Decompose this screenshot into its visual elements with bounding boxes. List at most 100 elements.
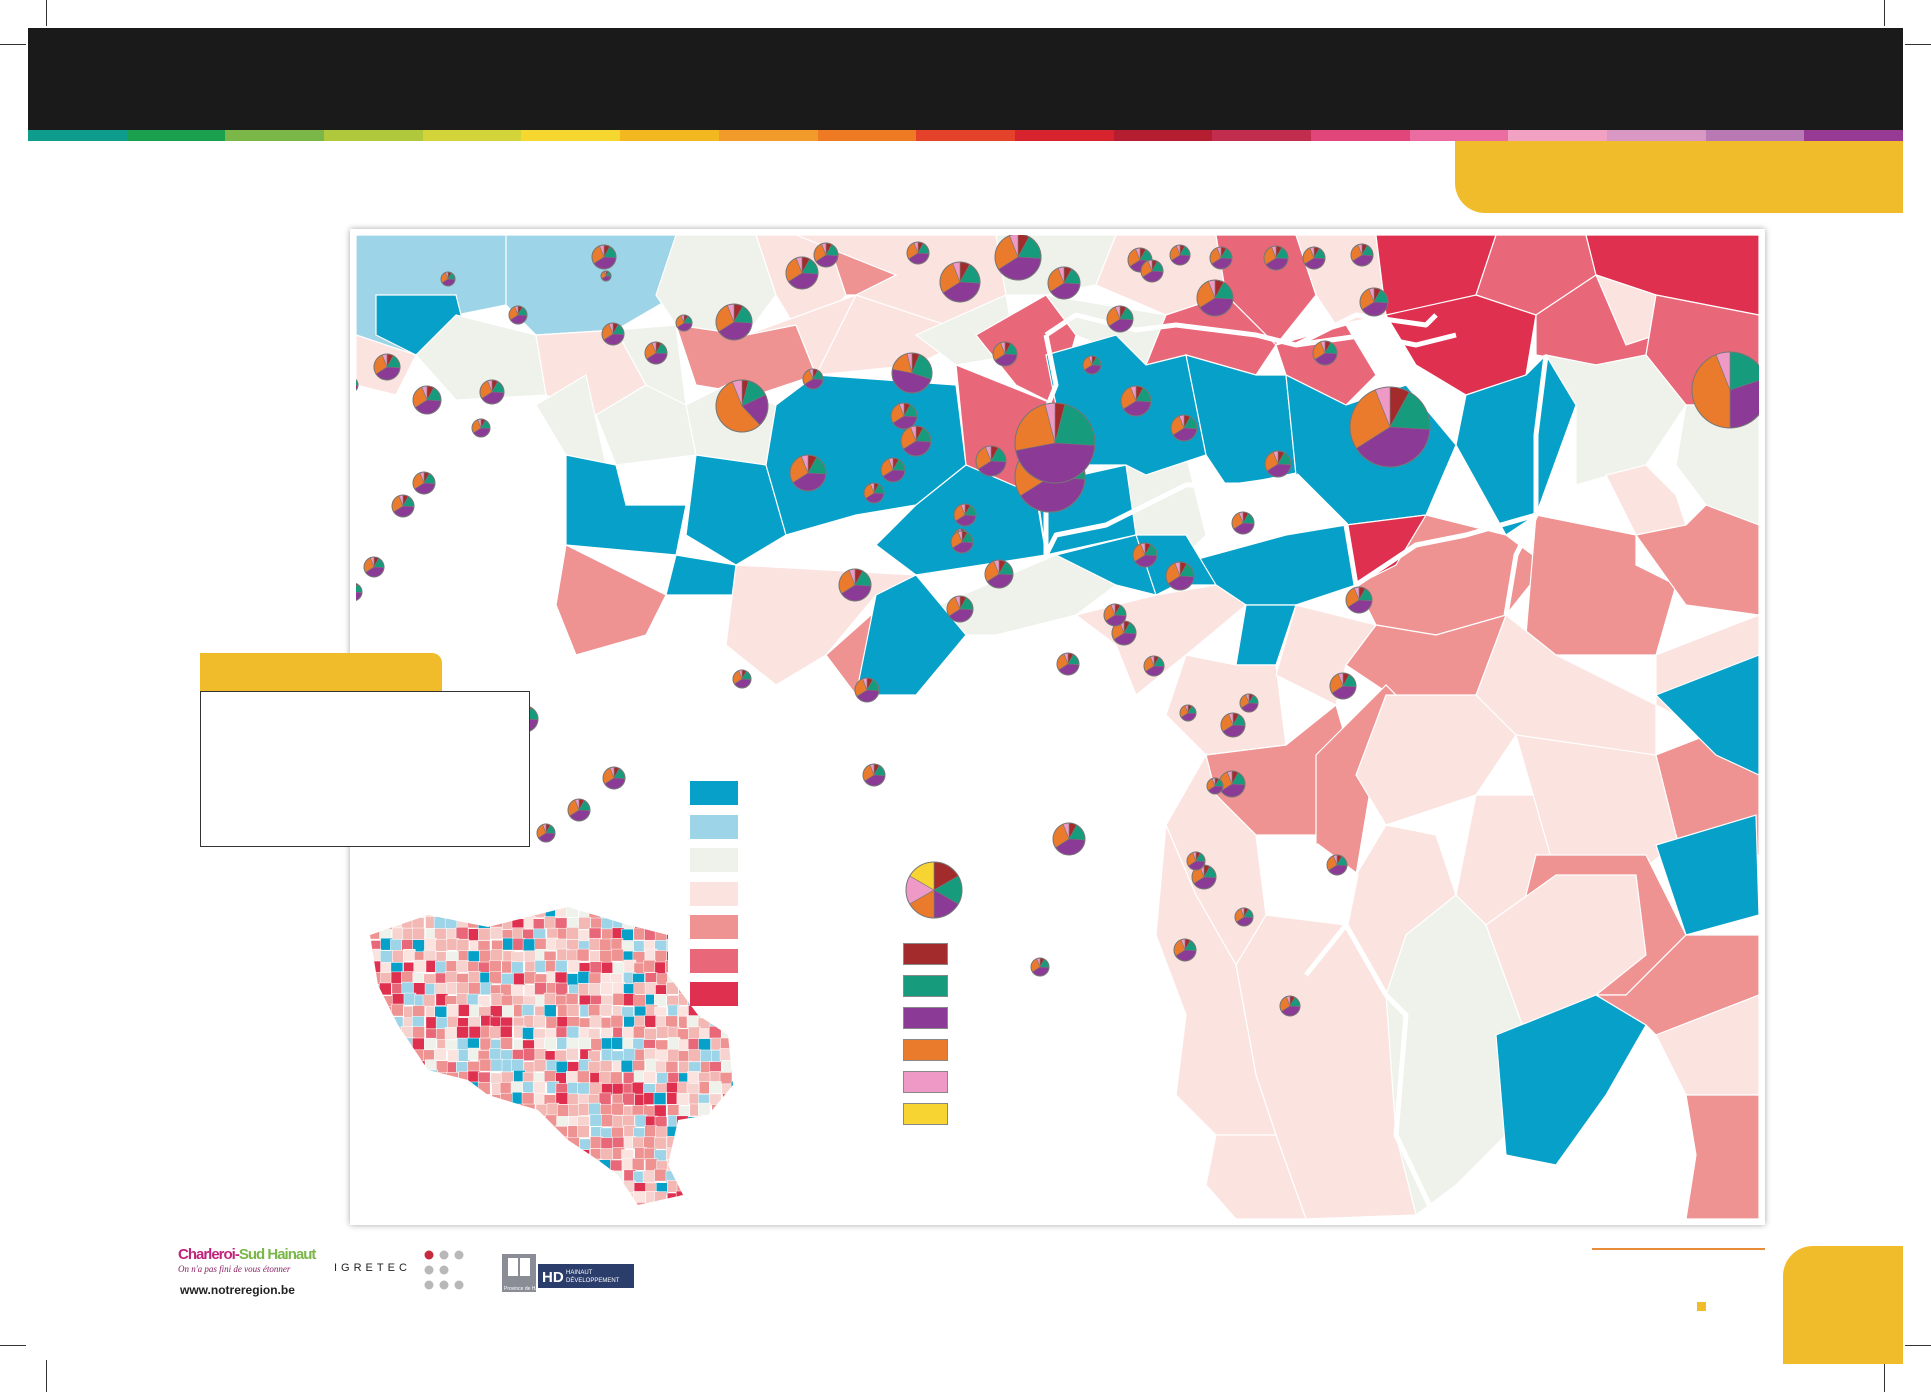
map-pie-8[interactable] bbox=[600, 270, 612, 282]
map-pie-47[interactable] bbox=[975, 445, 1007, 477]
map-pie-49[interactable] bbox=[984, 559, 1014, 589]
map-pie-56[interactable] bbox=[1231, 511, 1255, 535]
map-pie-large-b[interactable] bbox=[1014, 402, 1096, 484]
map-pie-68[interactable] bbox=[1279, 995, 1301, 1017]
map-pie-21[interactable] bbox=[1350, 243, 1374, 267]
map-pie-105[interactable] bbox=[1220, 712, 1246, 738]
map-pie-22[interactable] bbox=[1359, 287, 1389, 317]
map-pie-57[interactable] bbox=[1264, 450, 1292, 478]
map-pie-107[interactable] bbox=[1186, 851, 1206, 871]
map-pie-36[interactable] bbox=[644, 341, 668, 365]
map-region[interactable] bbox=[555, 544, 667, 656]
map-pie-large-a[interactable] bbox=[715, 379, 769, 433]
map-pie-4[interactable] bbox=[440, 271, 456, 287]
map-pie-62[interactable] bbox=[1218, 770, 1246, 798]
map-pie-7[interactable] bbox=[675, 314, 693, 332]
map-pie-46[interactable] bbox=[863, 482, 885, 504]
map-region[interactable] bbox=[1655, 994, 1759, 1096]
map-pie-64[interactable] bbox=[1052, 822, 1086, 856]
map-pie-76[interactable] bbox=[536, 823, 556, 843]
map-pie-9[interactable] bbox=[715, 303, 753, 341]
map-pie-50[interactable] bbox=[838, 568, 872, 602]
map-pie-17[interactable] bbox=[1169, 244, 1191, 266]
map-region[interactable] bbox=[685, 454, 787, 566]
map-pie-101[interactable] bbox=[1103, 603, 1127, 627]
map-pie-5[interactable] bbox=[508, 305, 528, 325]
map-pie-54[interactable] bbox=[1132, 542, 1158, 568]
map-pie-37[interactable] bbox=[802, 368, 824, 390]
map-pie-28[interactable] bbox=[1312, 340, 1338, 366]
map-pie-42[interactable] bbox=[890, 402, 918, 430]
map-pie-55[interactable] bbox=[1165, 561, 1195, 591]
map-pie-34[interactable] bbox=[479, 379, 505, 405]
map-region[interactable] bbox=[1455, 354, 1577, 536]
map-pie-40[interactable] bbox=[1120, 385, 1152, 417]
map-pie-85[interactable] bbox=[356, 582, 363, 602]
map-pie-75[interactable] bbox=[567, 798, 591, 822]
map-region[interactable] bbox=[1634, 504, 1759, 616]
map-pie-74[interactable] bbox=[602, 766, 626, 790]
map-pie-53[interactable] bbox=[946, 595, 974, 623]
map-pie-104[interactable] bbox=[1179, 704, 1197, 722]
map-pie-20[interactable] bbox=[1302, 246, 1326, 270]
stripe-segment bbox=[916, 130, 1015, 141]
map-region[interactable] bbox=[855, 574, 967, 696]
map-pie-6[interactable] bbox=[591, 244, 617, 270]
map-pie-67[interactable] bbox=[1173, 938, 1197, 962]
map-pie-63[interactable] bbox=[862, 763, 886, 787]
map-pie-82[interactable] bbox=[356, 377, 359, 393]
map-pie-12[interactable] bbox=[906, 241, 930, 265]
map-pie-106[interactable] bbox=[1206, 777, 1224, 795]
map-pie-71[interactable] bbox=[1326, 854, 1348, 876]
map-pie-24[interactable] bbox=[1140, 259, 1164, 283]
map-pie-59[interactable] bbox=[1329, 672, 1357, 700]
map-pie-35[interactable] bbox=[601, 322, 625, 346]
map-pie-33[interactable] bbox=[373, 353, 401, 381]
map-pie-52[interactable] bbox=[732, 669, 752, 689]
map-pie-58[interactable] bbox=[1345, 586, 1373, 614]
map-pie-11[interactable] bbox=[813, 242, 839, 268]
map-pie-103[interactable] bbox=[1143, 655, 1165, 677]
map-pie-80[interactable] bbox=[412, 385, 442, 415]
map-pie-large-d[interactable] bbox=[1691, 351, 1759, 429]
map-pie-83[interactable] bbox=[391, 494, 415, 518]
map-region[interactable] bbox=[1655, 814, 1759, 936]
map-pie-large-c[interactable] bbox=[891, 352, 933, 394]
map-pie-41[interactable] bbox=[1170, 414, 1198, 442]
map-region[interactable] bbox=[1605, 464, 1687, 536]
map-pie-26[interactable] bbox=[1082, 355, 1102, 375]
choropleth-map[interactable] bbox=[356, 235, 1759, 1219]
map-pie-19[interactable] bbox=[1263, 245, 1289, 271]
map-region[interactable] bbox=[1654, 654, 1759, 776]
legend-pie[interactable] bbox=[905, 861, 963, 919]
pie-outline bbox=[1234, 907, 1254, 927]
map-pie-44[interactable] bbox=[900, 425, 932, 457]
map-pie-65[interactable] bbox=[1030, 957, 1050, 977]
map-pie-45[interactable] bbox=[880, 457, 906, 483]
map-pie-78[interactable] bbox=[412, 471, 436, 495]
stripe-segment bbox=[422, 130, 522, 141]
map-pie-108[interactable] bbox=[1234, 907, 1254, 927]
map-pie-15[interactable] bbox=[1047, 266, 1081, 300]
map-pie-18[interactable] bbox=[1209, 246, 1233, 270]
map-pie-79[interactable] bbox=[471, 418, 491, 438]
map-pie-27[interactable] bbox=[992, 341, 1018, 367]
map-region[interactable] bbox=[1544, 354, 1687, 486]
map-pie-48[interactable] bbox=[953, 503, 977, 527]
map-pie-39[interactable] bbox=[1349, 386, 1431, 468]
map-pie-23[interactable] bbox=[1196, 279, 1234, 317]
map-region[interactable] bbox=[1205, 1134, 1307, 1219]
map-pie-51[interactable] bbox=[854, 677, 880, 703]
map-pie-84[interactable] bbox=[363, 556, 385, 578]
map-pie-38[interactable] bbox=[789, 454, 827, 492]
map-pie-102[interactable] bbox=[1056, 652, 1080, 676]
map-pie-61[interactable] bbox=[1239, 693, 1259, 713]
map-pie-14[interactable] bbox=[994, 235, 1042, 281]
map-region[interactable] bbox=[1685, 1094, 1759, 1219]
map-pie-99[interactable] bbox=[950, 530, 974, 554]
map-region[interactable] bbox=[1593, 934, 1759, 1036]
map-pie-10[interactable] bbox=[785, 256, 819, 290]
website-link[interactable]: www.notreregion.be bbox=[180, 1283, 295, 1297]
map-pie-13[interactable] bbox=[939, 261, 981, 303]
map-pie-25[interactable] bbox=[1106, 305, 1134, 333]
